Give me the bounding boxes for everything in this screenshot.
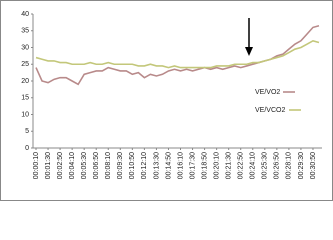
x-tick-label: 00:12:10 bbox=[141, 152, 148, 179]
y-tick-label: 5 bbox=[25, 128, 29, 135]
x-tick-label: 00:06:50 bbox=[93, 152, 100, 179]
y-tick-label: 0 bbox=[25, 145, 29, 152]
x-tick-label: 00:01:30 bbox=[45, 152, 52, 179]
x-tick-label: 00:30:50 bbox=[310, 152, 317, 179]
page: {"chart_data": {"type": "line", "categor… bbox=[0, 0, 333, 201]
chart-border bbox=[0, 0, 333, 201]
x-tick-label: 00:29:30 bbox=[298, 152, 305, 179]
x-tick-label: 00:18:50 bbox=[201, 152, 208, 179]
y-tick-label: 40 bbox=[21, 11, 29, 18]
y-tick-label: 30 bbox=[21, 44, 29, 51]
x-tick-label: 00:02:50 bbox=[57, 152, 64, 179]
legend-label: VE/VO2 bbox=[255, 89, 280, 96]
series-line bbox=[35, 39, 320, 69]
x-tick-label: 00:24:10 bbox=[250, 152, 257, 179]
chart: 0 5 10 15 20 25 30 35 40 00:00:10 00:01:30 00:02:50… bbox=[0, 0, 333, 201]
x-tick-label: 00:22:50 bbox=[238, 152, 245, 179]
arrow-head bbox=[245, 47, 253, 56]
x-tick-label: 00:09:30 bbox=[117, 152, 124, 179]
x-tick-label: 00:26:50 bbox=[274, 152, 281, 179]
x-tick-label: 00:05:30 bbox=[81, 152, 88, 179]
x-tick-label: 00:16:10 bbox=[177, 152, 184, 179]
y-tick-label: 10 bbox=[21, 111, 29, 118]
y-tick-label: 35 bbox=[21, 28, 29, 35]
y-tick-label: 20 bbox=[21, 78, 29, 85]
x-tick-label: 00:28:10 bbox=[286, 152, 293, 179]
x-tick-label: 00:20:10 bbox=[213, 152, 220, 179]
x-tick-label: 00:14:50 bbox=[165, 152, 172, 179]
x-tick-label: 00:17:30 bbox=[189, 152, 196, 179]
x-tick-label: 00:08:10 bbox=[105, 152, 112, 179]
x-tick-label: 00:13:30 bbox=[153, 152, 160, 179]
x-tick-label: 00:10:50 bbox=[129, 152, 136, 179]
x-tick-label: 00:21:30 bbox=[226, 152, 233, 179]
legend-label: VE/VCO2 bbox=[255, 107, 285, 114]
x-tick-label: 00:00:10 bbox=[33, 152, 40, 179]
y-tick-label: 25 bbox=[21, 61, 29, 68]
y-tick-label: 15 bbox=[21, 95, 29, 102]
x-tick-label: 00:04:10 bbox=[69, 152, 76, 179]
x-tick-label: 00:25:30 bbox=[262, 152, 269, 179]
